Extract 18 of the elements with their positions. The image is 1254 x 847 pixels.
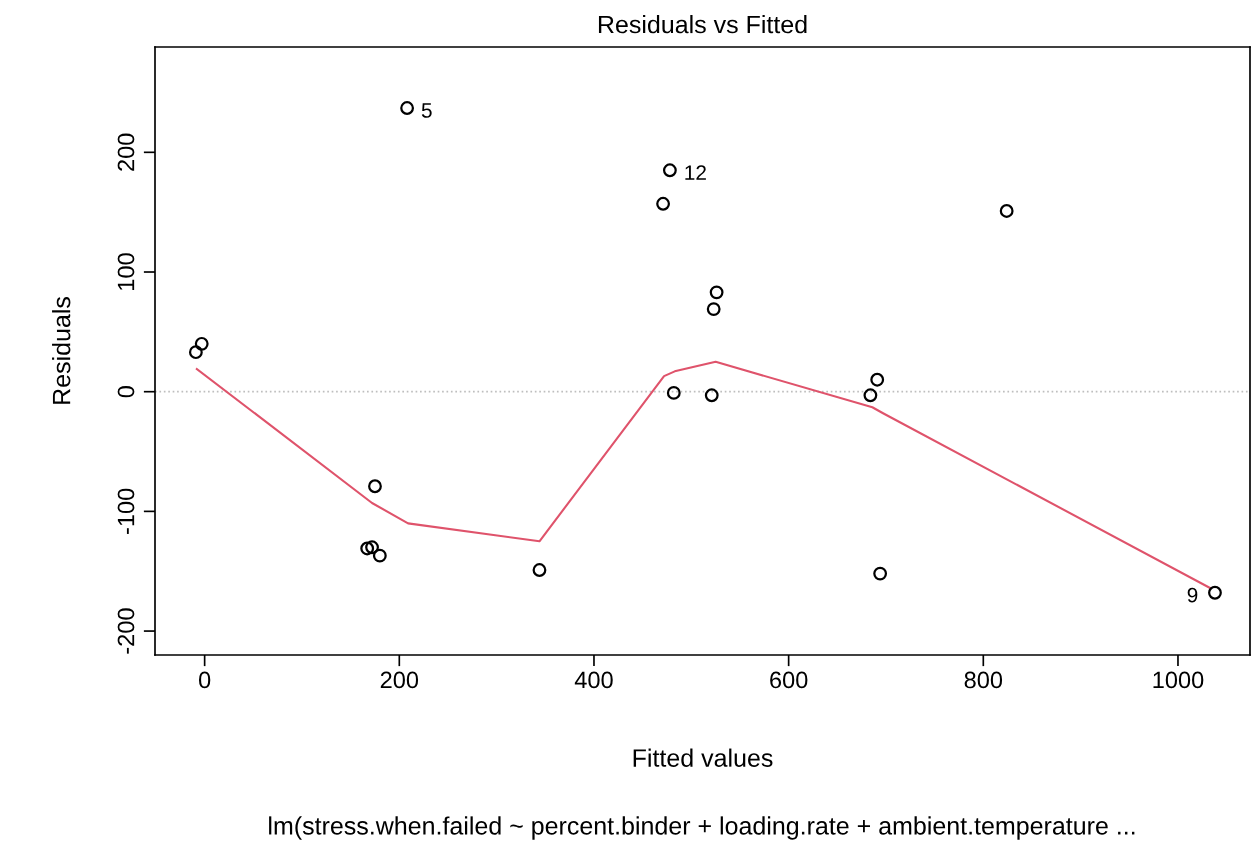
x-tick-label: 600 xyxy=(770,671,808,689)
x-tick-label: 200 xyxy=(380,671,419,689)
y-tick-label: -100 xyxy=(117,488,135,534)
text: lm(stress.when.failed ~ percent.binder + loading.rate + ambient.temperature ... xyxy=(269,816,1135,840)
y-axis-title: Residuals xyxy=(52,297,71,404)
y-tick-label: 0 xyxy=(117,386,135,398)
annotation: 9 xyxy=(1187,587,1198,603)
annotation: 12 xyxy=(685,165,706,180)
annotation: 5 xyxy=(421,103,432,118)
x-tick-label: 800 xyxy=(964,671,1003,689)
y-tick-label: 200 xyxy=(117,133,135,171)
x-tick-label: 400 xyxy=(574,671,613,689)
y-tick-label: 100 xyxy=(117,253,135,290)
x-tick-label: 1000 xyxy=(1153,671,1204,689)
chart-title: Residuals vs Fitted xyxy=(598,14,807,34)
x-tick-label: 0 xyxy=(199,671,211,689)
y-tick-label: -200 xyxy=(117,608,135,654)
x-axis-title: Fitted values xyxy=(633,748,773,767)
